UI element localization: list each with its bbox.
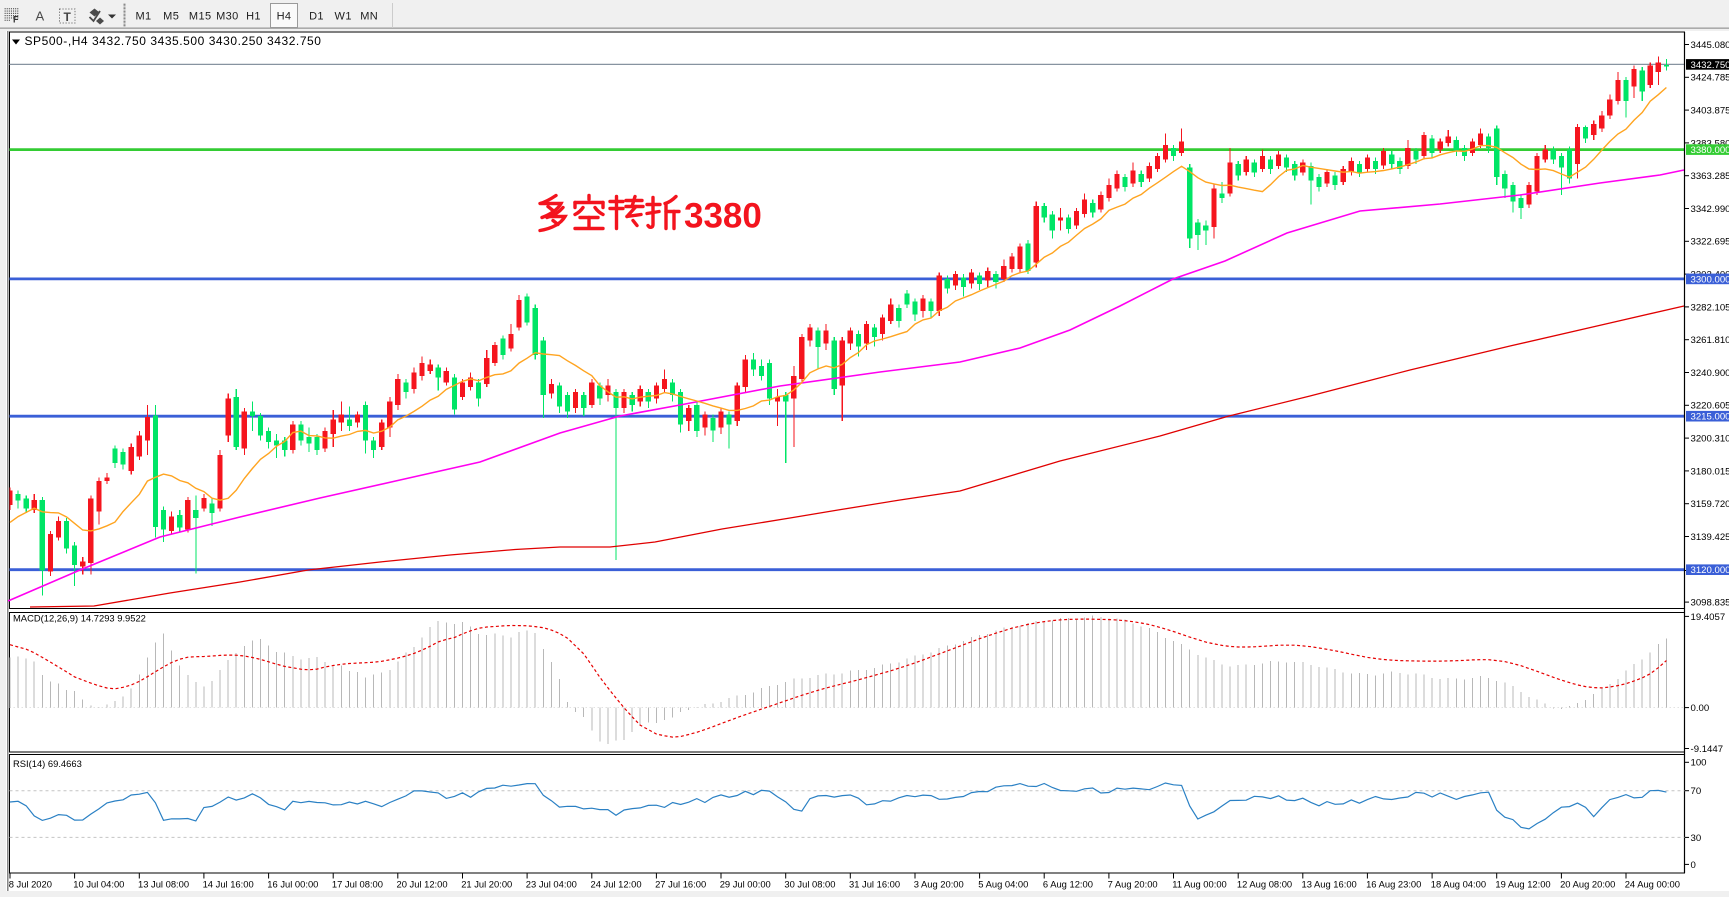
- svg-text:13 Aug 16:00: 13 Aug 16:00: [1302, 879, 1357, 890]
- svg-text:3445.080: 3445.080: [1691, 40, 1729, 51]
- svg-text:10 Jul 04:00: 10 Jul 04:00: [73, 879, 124, 890]
- svg-text:11 Aug 00:00: 11 Aug 00:00: [1172, 879, 1227, 890]
- svg-text:3380: 3380: [684, 197, 762, 236]
- svg-text:3282.105: 3282.105: [1691, 302, 1729, 313]
- svg-text:3098.835: 3098.835: [1691, 598, 1729, 609]
- svg-text:3424.785: 3424.785: [1691, 73, 1729, 84]
- svg-text:3159.720: 3159.720: [1691, 499, 1729, 510]
- svg-text:3220.605: 3220.605: [1691, 401, 1729, 412]
- svg-text:3380.000: 3380.000: [1691, 145, 1729, 156]
- svg-text:19 Aug 12:00: 19 Aug 12:00: [1495, 879, 1550, 890]
- svg-text:20 Jul 12:00: 20 Jul 12:00: [397, 879, 448, 890]
- svg-text:3342.990: 3342.990: [1691, 204, 1729, 215]
- svg-text:F: F: [13, 15, 19, 25]
- svg-text:24 Aug 00:00: 24 Aug 00:00: [1625, 879, 1680, 890]
- svg-text:7 Aug 20:00: 7 Aug 20:00: [1108, 879, 1158, 890]
- svg-text:A: A: [36, 9, 45, 24]
- svg-text:14 Jul 16:00: 14 Jul 16:00: [203, 879, 254, 890]
- svg-text:70: 70: [1691, 786, 1702, 797]
- svg-text:30 Jul 08:00: 30 Jul 08:00: [784, 879, 835, 890]
- svg-text:3139.425: 3139.425: [1691, 532, 1729, 543]
- svg-text:M1: M1: [135, 11, 151, 23]
- svg-text:0: 0: [1691, 860, 1696, 871]
- svg-text:24 Jul 12:00: 24 Jul 12:00: [591, 879, 642, 890]
- svg-text:M5: M5: [163, 11, 179, 23]
- svg-text:18 Aug 04:00: 18 Aug 04:00: [1431, 879, 1486, 890]
- svg-text:31 Jul 16:00: 31 Jul 16:00: [849, 879, 900, 890]
- svg-text:H1: H1: [246, 11, 261, 23]
- svg-text:100: 100: [1691, 758, 1707, 769]
- svg-text:3261.810: 3261.810: [1691, 335, 1729, 346]
- svg-text:3200.310: 3200.310: [1691, 434, 1729, 445]
- svg-text:MACD(12,26,9) 14.7293 9.9522: MACD(12,26,9) 14.7293 9.9522: [13, 613, 146, 624]
- svg-text:T: T: [64, 10, 72, 24]
- svg-text:30: 30: [1691, 833, 1702, 844]
- svg-text:3120.000: 3120.000: [1691, 565, 1729, 576]
- svg-text:27 Jul 16:00: 27 Jul 16:00: [655, 879, 706, 890]
- svg-text:3322.695: 3322.695: [1691, 237, 1729, 248]
- svg-text:MN: MN: [360, 11, 378, 23]
- svg-text:6 Aug 12:00: 6 Aug 12:00: [1043, 879, 1093, 890]
- svg-text:3432.750: 3432.750: [1691, 60, 1729, 71]
- svg-text:13 Jul 08:00: 13 Jul 08:00: [138, 879, 189, 890]
- svg-text:W1: W1: [335, 11, 352, 23]
- svg-text:19.4057: 19.4057: [1691, 612, 1726, 623]
- svg-text:3180.015: 3180.015: [1691, 466, 1729, 477]
- svg-text:3240.900: 3240.900: [1691, 368, 1729, 379]
- svg-text:12 Aug 08:00: 12 Aug 08:00: [1237, 879, 1292, 890]
- svg-text:0.00: 0.00: [1691, 703, 1710, 714]
- svg-text:8 Jul 2020: 8 Jul 2020: [9, 879, 52, 890]
- svg-text:16 Aug 23:00: 16 Aug 23:00: [1366, 879, 1421, 890]
- svg-text:3215.000: 3215.000: [1691, 412, 1729, 423]
- svg-text:16 Jul 00:00: 16 Jul 00:00: [267, 879, 318, 890]
- svg-text:M15: M15: [189, 11, 212, 23]
- svg-text:3363.285: 3363.285: [1691, 171, 1729, 182]
- svg-text:5 Aug 04:00: 5 Aug 04:00: [978, 879, 1028, 890]
- svg-text:20 Aug 20:00: 20 Aug 20:00: [1560, 879, 1615, 890]
- svg-text:29 Jul 00:00: 29 Jul 00:00: [720, 879, 771, 890]
- svg-text:SP500-,H4 3432.750 3435.500 3: SP500-,H4 3432.750 3435.500 3430.250 343…: [25, 34, 322, 48]
- svg-text:21 Jul 20:00: 21 Jul 20:00: [461, 879, 512, 890]
- svg-text:3 Aug 20:00: 3 Aug 20:00: [914, 879, 964, 890]
- svg-text:3383.580: 3383.580: [1691, 138, 1729, 149]
- svg-text:3403.875: 3403.875: [1691, 106, 1729, 117]
- svg-text:M30: M30: [216, 11, 239, 23]
- svg-text:3300.000: 3300.000: [1691, 274, 1729, 285]
- svg-text:-9.1447: -9.1447: [1691, 744, 1724, 755]
- svg-text:D1: D1: [309, 11, 324, 23]
- svg-text:23 Jul 04:00: 23 Jul 04:00: [526, 879, 577, 890]
- svg-text:17 Jul 08:00: 17 Jul 08:00: [332, 879, 383, 890]
- svg-text:RSI(14) 69.4663: RSI(14) 69.4663: [13, 758, 82, 769]
- svg-text:H4: H4: [277, 11, 292, 23]
